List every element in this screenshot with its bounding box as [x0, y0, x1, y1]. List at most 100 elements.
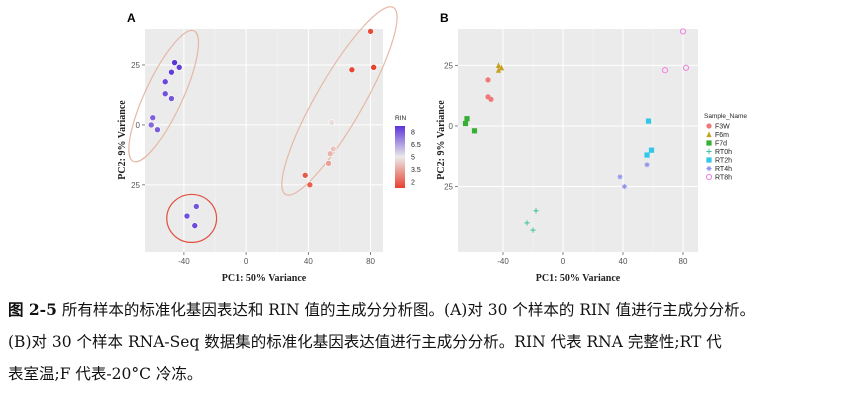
sample-point [168, 68, 175, 76]
panel-b-y-axis-title: PC2: 9% Variance [436, 100, 447, 180]
panel-a-grid [145, 29, 383, 252]
x-tick-label: 80 [679, 257, 688, 266]
legend-label-f6m: F6m [715, 132, 729, 139]
x-tick-label: 40 [304, 257, 313, 266]
sample-point-rt2h [648, 147, 655, 153]
legend-key-f3w [706, 123, 712, 129]
caption-line-2: (B)对 30 个样本 RNA-Seq 数据集的标准化基因表达值进行主成分分析。… [8, 333, 722, 351]
sample-point [370, 64, 377, 71]
y-tick-label: 25 [444, 183, 453, 192]
sample-point [183, 212, 191, 220]
x-tick-label: 80 [366, 257, 375, 266]
sample-point-rt4h [644, 162, 650, 168]
figure-number: 图 2-5 [8, 300, 57, 319]
sample-point [329, 145, 337, 153]
legend-key-rt4h [706, 165, 712, 172]
panel-b-plot-background [458, 29, 698, 252]
sample-point [193, 203, 200, 210]
sample-point [348, 66, 356, 74]
legend-key-f6m [706, 131, 712, 138]
sample-point-f3w [485, 77, 491, 83]
sample-point [306, 181, 314, 189]
panel-b: B -40 0 40 80 25 0 25 PC1: 50% Variance PC2: … [436, 11, 747, 284]
sample-point-rt8h [682, 64, 690, 71]
sample-point [191, 222, 199, 229]
sample-point [328, 119, 335, 126]
x-tick-label: 0 [244, 257, 249, 266]
panel-a-x-ticks: -40 0 40 80 [178, 252, 376, 266]
sample-point [326, 150, 334, 157]
x-tick-label: -40 [497, 257, 509, 266]
rin-color-bar [395, 126, 405, 188]
legend-key-f7d [706, 140, 712, 146]
sample-point [301, 171, 309, 179]
sample-point [161, 90, 169, 98]
legend-key-rt0h [706, 148, 712, 155]
y-tick-label: 25 [131, 61, 140, 70]
sample-point-f6m [498, 64, 505, 71]
legend-label-rt2h: RT2h [715, 158, 732, 165]
cluster-ellipse [128, 29, 200, 163]
sample-point-rt0h [524, 220, 530, 226]
panel-a-x-axis-title: PC1: 50% Variance [222, 273, 307, 284]
panel-a-y-axis-title: PC2: 9% Variance [117, 100, 128, 180]
sample-point-rt0h [530, 227, 536, 233]
y-tick-label: 25 [444, 61, 453, 70]
sample-point-rt8h [679, 28, 687, 35]
legend-label-f7d: F7d [715, 141, 727, 148]
panel-a-ellipses [128, 6, 398, 244]
sample-point [325, 159, 332, 167]
sample-point-rt2h [644, 152, 650, 158]
panel-b-grid [458, 29, 698, 252]
cluster-ellipse [281, 6, 398, 196]
panel-b-x-ticks: -40 0 40 80 [497, 252, 688, 266]
sample-point-rt4h [617, 174, 623, 180]
sample-point [147, 121, 155, 129]
rin-legend-label: 8 [411, 130, 415, 137]
rin-legend-label: 6.5 [411, 142, 421, 149]
sample-point-f6m [495, 67, 502, 73]
rin-legend-label: 5 [411, 155, 415, 162]
legend-label-rt4h: RT4h [715, 166, 732, 173]
rin-legend-label: 2 [411, 180, 415, 187]
legend-label-rt0h: RT0h [715, 149, 732, 156]
sample-point [161, 78, 169, 86]
legend-key-rt2h [706, 157, 712, 163]
sample-point [154, 126, 161, 134]
x-tick-label: 0 [561, 257, 566, 266]
sample-point-f6m [495, 62, 502, 68]
rin-color-legend: RIN 8 6.5 5 3.5 2 [395, 115, 421, 188]
panel-b-letter: B [440, 11, 449, 25]
sample-point-f3w [488, 96, 494, 102]
panel-b-y-ticks: 25 0 25 [444, 61, 458, 192]
cluster-ellipse [166, 193, 218, 244]
sample-point-rt2h [645, 118, 652, 124]
y-tick-label: 0 [136, 121, 141, 130]
x-tick-label: -40 [178, 257, 190, 266]
panel-a-y-ticks: 25 0 25 [131, 61, 145, 190]
sample-point-rt4h [621, 183, 628, 190]
sample-point-f7d [464, 116, 470, 122]
legend-key-rt8h [705, 173, 713, 181]
panel-b-points [462, 28, 690, 233]
sample-point-f7d [471, 128, 478, 134]
rin-legend-labels: 8 6.5 5 3.5 2 [405, 130, 421, 187]
panel-a-plot-background [145, 29, 383, 252]
rin-legend-title: RIN [395, 115, 407, 122]
sample-point-rt0h [533, 208, 539, 214]
sample-point [171, 59, 178, 66]
y-tick-label: 25 [131, 181, 140, 190]
panel-b-x-axis-title: PC1: 50% Variance [536, 273, 621, 284]
y-tick-label: 0 [449, 122, 454, 131]
sample-legend-title: Sample_Name [704, 113, 747, 120]
sample-point [149, 114, 157, 122]
sample-point [367, 28, 374, 35]
x-tick-label: 40 [619, 257, 628, 266]
sample-point-f7d [462, 120, 469, 127]
panel-a-points [147, 28, 377, 229]
caption-line-1-text: 所有样本的标准化基因表达和 RIN 值的主成分分析图。(A)对 30 个样本的 … [56, 301, 756, 319]
